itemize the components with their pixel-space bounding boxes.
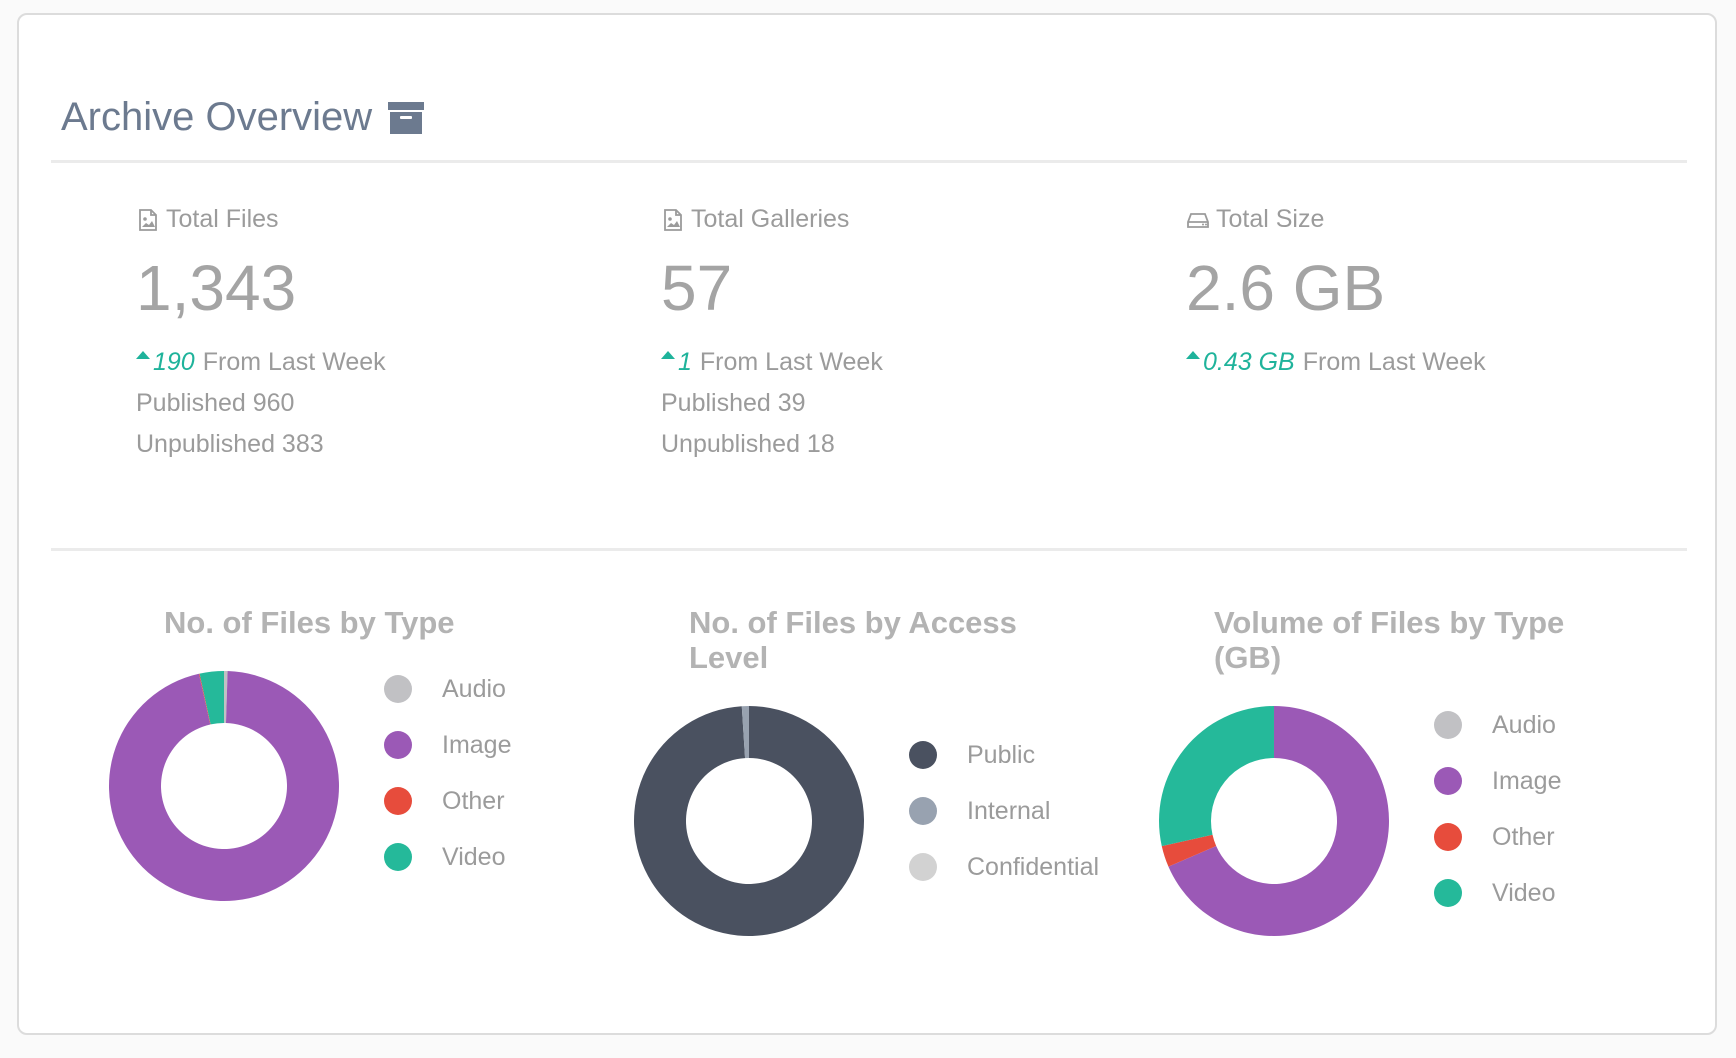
caret-up-icon bbox=[661, 350, 675, 359]
legend-swatch bbox=[384, 731, 412, 759]
legend-label: Audio bbox=[1492, 710, 1556, 739]
chart-files-by-type: No. of Files by Type Audio Image Other Vide… bbox=[109, 605, 579, 901]
stat-total-galleries: Total Galleries 57 1 From Last Week Publ… bbox=[661, 205, 1161, 459]
chart-title: Volume of Files by Type (GB) bbox=[1214, 605, 1565, 675]
image-file-icon bbox=[664, 208, 682, 231]
legend-item-public[interactable]: Public bbox=[909, 727, 1099, 783]
legend-label: Video bbox=[442, 842, 506, 871]
stat-published: Published 960 bbox=[136, 389, 295, 417]
stat-delta-suffix: From Last Week bbox=[1302, 348, 1486, 376]
legend-label: Public bbox=[967, 740, 1036, 769]
legend-swatch bbox=[909, 797, 937, 825]
section-divider bbox=[51, 548, 1687, 551]
legend-item-other[interactable]: Other bbox=[384, 773, 511, 829]
legend-label: Image bbox=[1492, 766, 1562, 795]
stat-delta: 190 bbox=[153, 348, 195, 376]
chart-legend: Audio Image Other Video bbox=[384, 661, 511, 885]
legend-item-confidential[interactable]: Confidential bbox=[909, 839, 1099, 895]
stat-unpublished: Unpublished 383 bbox=[136, 430, 324, 458]
hard-drive-icon bbox=[1187, 212, 1209, 228]
archive-overview-card: Archive Overview Total Files 1,343 190 F… bbox=[17, 13, 1717, 1035]
caret-up-icon bbox=[1186, 350, 1200, 359]
page-header: Archive Overview bbox=[61, 95, 426, 140]
legend-item-other[interactable]: Other bbox=[1434, 809, 1561, 865]
legend-label: Audio bbox=[442, 674, 506, 703]
chart-legend: Audio Image Other Video bbox=[1434, 697, 1561, 921]
stat-label: Total Galleries bbox=[691, 205, 850, 233]
legend-item-audio[interactable]: Audio bbox=[384, 661, 511, 717]
legend-item-video[interactable]: Video bbox=[1434, 865, 1561, 921]
legend-swatch bbox=[1434, 767, 1462, 795]
image-file-icon bbox=[139, 208, 157, 231]
stat-label: Total Size bbox=[1216, 205, 1325, 233]
slice-video[interactable] bbox=[199, 671, 224, 725]
legend-swatch bbox=[1434, 823, 1462, 851]
stat-change: 1 From Last Week bbox=[661, 348, 1161, 377]
stat-delta: 1 bbox=[678, 348, 692, 376]
donut-chart bbox=[1159, 706, 1389, 936]
legend-item-audio[interactable]: Audio bbox=[1434, 697, 1561, 753]
chart-title: No. of Files by Access Level bbox=[689, 605, 1017, 675]
slice-public[interactable] bbox=[634, 706, 864, 936]
chart-volume-by-type: Volume of Files by Type (GB) Audio Image O… bbox=[1159, 605, 1659, 936]
slice-video[interactable] bbox=[1159, 706, 1274, 847]
caret-up-icon bbox=[136, 350, 150, 359]
legend-item-image[interactable]: Image bbox=[384, 717, 511, 773]
slice-other[interactable] bbox=[198, 673, 211, 725]
stat-published: Published 39 bbox=[661, 389, 806, 417]
chart-title: No. of Files by Type bbox=[164, 605, 455, 640]
stat-change: 190 From Last Week bbox=[136, 348, 636, 377]
legend-label: Video bbox=[1492, 878, 1556, 907]
legend-swatch bbox=[384, 787, 412, 815]
legend-label: Internal bbox=[967, 796, 1051, 825]
stat-delta: 0.43 GB bbox=[1203, 348, 1295, 376]
legend-label: Other bbox=[442, 786, 505, 815]
legend-swatch bbox=[384, 675, 412, 703]
legend-swatch bbox=[1434, 711, 1462, 739]
legend-swatch bbox=[909, 741, 937, 769]
stat-delta-suffix: From Last Week bbox=[202, 348, 386, 376]
legend-item-internal[interactable]: Internal bbox=[909, 783, 1099, 839]
stat-value: 2.6 GB bbox=[1186, 252, 1386, 324]
stat-total-size: Total Size 2.6 GB 0.43 GB From Last Week bbox=[1186, 205, 1686, 377]
legend-item-video[interactable]: Video bbox=[384, 829, 511, 885]
archive-icon bbox=[388, 101, 425, 134]
slice-image[interactable] bbox=[1168, 706, 1389, 936]
stat-value: 1,343 bbox=[136, 252, 297, 324]
donut-chart bbox=[109, 671, 339, 901]
stat-label: Total Files bbox=[166, 205, 279, 233]
slice-internal[interactable] bbox=[741, 706, 749, 759]
stat-unpublished: Unpublished 18 bbox=[661, 430, 835, 458]
legend-label: Image bbox=[442, 730, 512, 759]
legend-label: Confidential bbox=[967, 852, 1100, 881]
slice-other[interactable] bbox=[1161, 834, 1217, 867]
slice-image[interactable] bbox=[109, 671, 339, 901]
stat-total-files: Total Files 1,343 190 From Last Week Pub… bbox=[136, 205, 636, 459]
stat-value: 57 bbox=[661, 252, 733, 324]
legend-label: Other bbox=[1492, 822, 1555, 851]
legend-item-image[interactable]: Image bbox=[1434, 753, 1561, 809]
legend-swatch bbox=[384, 843, 412, 871]
legend-swatch bbox=[1434, 879, 1462, 907]
stat-delta-suffix: From Last Week bbox=[699, 348, 883, 376]
chart-legend: Public Internal Confidential bbox=[909, 727, 1099, 895]
slice-audio[interactable] bbox=[224, 671, 228, 724]
chart-files-by-access: No. of Files by Access Level Public Inter… bbox=[634, 605, 1104, 936]
legend-swatch bbox=[909, 853, 937, 881]
stat-change: 0.43 GB From Last Week bbox=[1186, 348, 1686, 377]
header-divider bbox=[51, 160, 1687, 163]
donut-chart bbox=[634, 706, 864, 936]
page-title: Archive Overview bbox=[61, 95, 373, 139]
